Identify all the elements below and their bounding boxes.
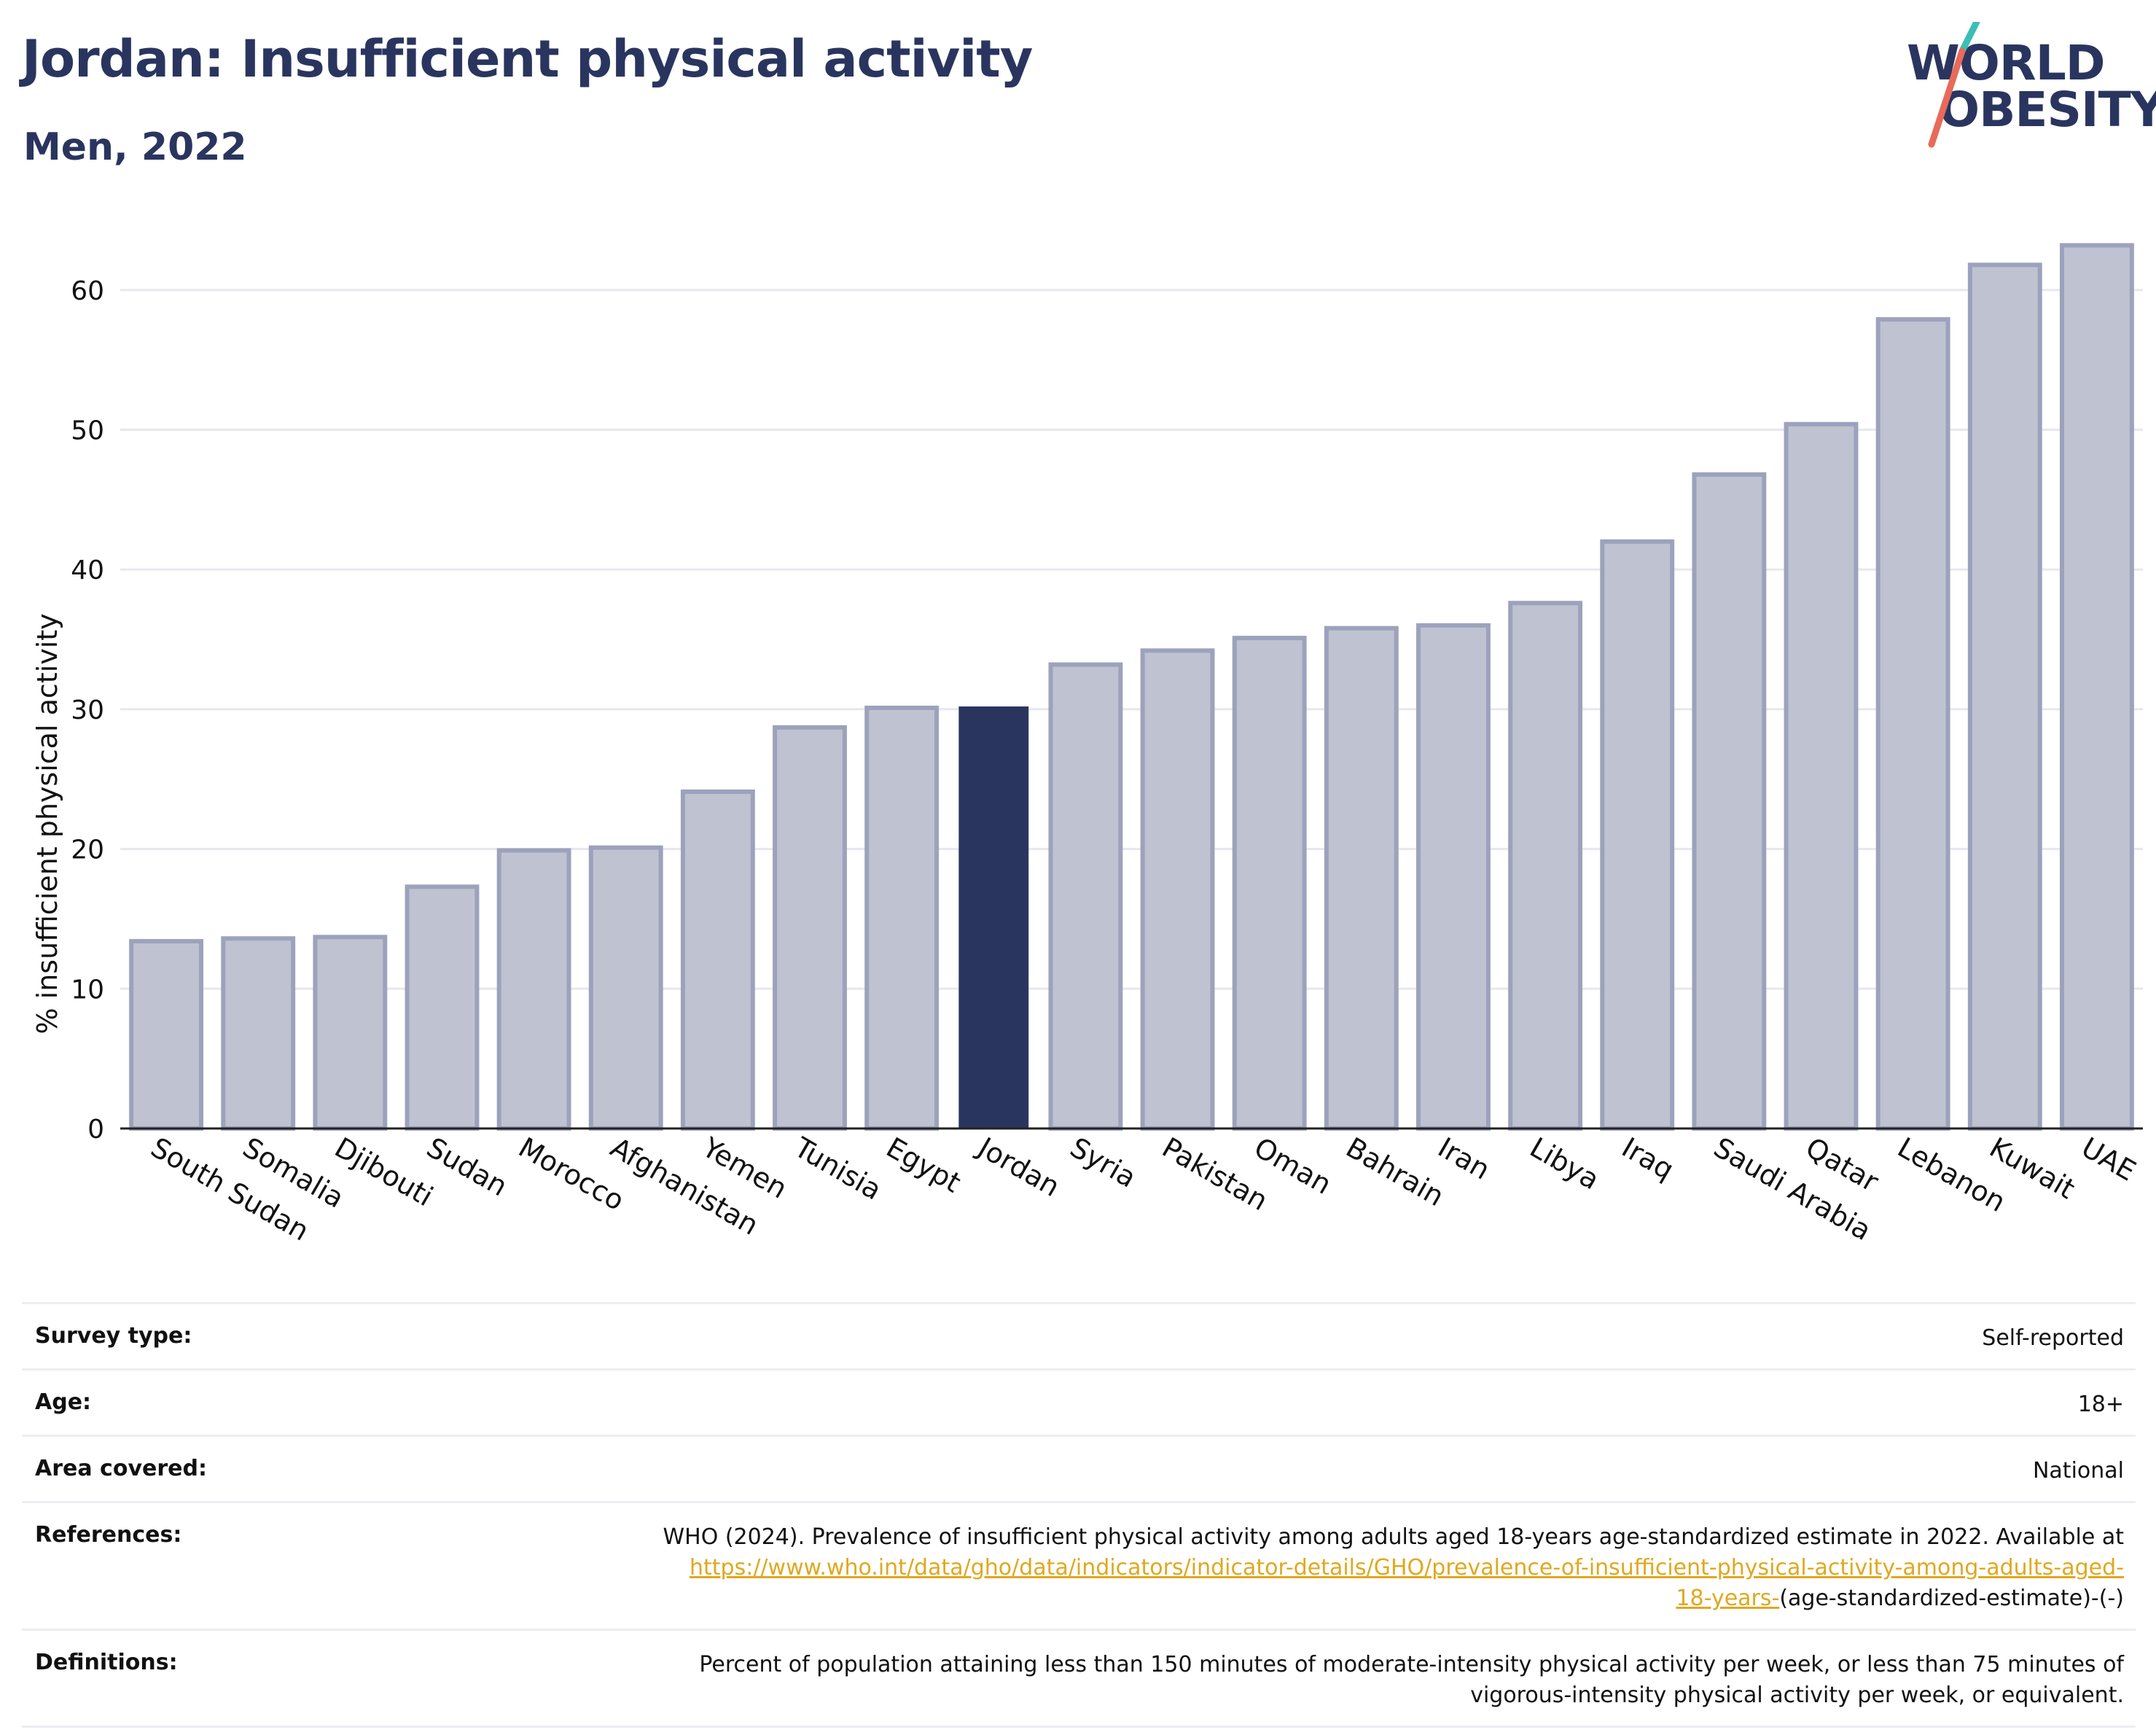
- info-table: Survey type: Self-reported Age: 18+ Area…: [22, 1302, 2136, 1728]
- logo-text-line2: OBESITY: [1939, 82, 2156, 138]
- bar-iran: [1416, 623, 1491, 1131]
- y-tick-label: 0: [87, 1115, 104, 1145]
- world-obesity-logo: WORLD OBESITY: [1895, 22, 2156, 153]
- x-tick-label: Syria: [1065, 1131, 1141, 1194]
- y-axis-label: % insufficient physical activity: [31, 613, 63, 1034]
- info-row-definitions: Definitions: Percent of population attai…: [22, 1629, 2136, 1728]
- bar-tunisia: [773, 725, 847, 1131]
- info-row-references: References: WHO (2024). Prevalence of in…: [22, 1501, 2136, 1629]
- bar-bahrain: [1324, 625, 1399, 1131]
- info-row-survey-type: Survey type: Self-reported: [22, 1302, 2136, 1368]
- bar-lebanon: [1875, 317, 1950, 1131]
- definitions-value: Percent of population attaining less tha…: [699, 1650, 2124, 1711]
- references-text: WHO (2024). Prevalence of insufficient p…: [663, 1524, 2124, 1550]
- y-tick-label: 40: [71, 555, 104, 585]
- logo-slash-icon: [1928, 22, 1980, 148]
- x-tick-label: Iran: [1432, 1131, 1495, 1186]
- bar-iraq: [1600, 539, 1675, 1131]
- bar-morocco: [496, 848, 571, 1131]
- area-covered-value: National: [2032, 1458, 2124, 1483]
- bars: [129, 243, 2134, 1131]
- info-row-age: Age: 18+: [22, 1368, 2136, 1435]
- bar-libya: [1508, 601, 1583, 1131]
- bar-pakistan: [1140, 648, 1215, 1131]
- y-tick-label: 50: [71, 416, 104, 446]
- x-tick-label: UAE: [2076, 1131, 2141, 1188]
- references-value: WHO (2024). Prevalence of insufficient p…: [663, 1522, 2124, 1614]
- area-covered-label: Area covered:: [35, 1456, 207, 1481]
- definitions-line1: Percent of population attaining less tha…: [699, 1652, 2124, 1677]
- x-tick-label: Pakistan: [1157, 1131, 1273, 1217]
- bar-jordan: [958, 706, 1029, 1128]
- bar-afghanistan: [588, 845, 663, 1131]
- age-value: 18+: [2077, 1392, 2124, 1417]
- survey-type-value: Self-reported: [1982, 1325, 2124, 1351]
- y-tick-label: 30: [71, 695, 104, 725]
- age-label: Age:: [35, 1389, 92, 1415]
- definitions-line2: vigorous-intensity physical activity per…: [1470, 1683, 2124, 1708]
- x-tick-label: Morocco: [513, 1131, 630, 1217]
- x-tick-label: South Sudan: [146, 1131, 315, 1247]
- x-tick-label: Sudan: [421, 1131, 513, 1203]
- info-row-area: Area covered: National: [22, 1435, 2136, 1501]
- bar-oman: [1232, 636, 1307, 1131]
- bar-qatar: [1784, 421, 1859, 1131]
- bar-sudan: [405, 884, 480, 1131]
- bar-egypt: [864, 706, 940, 1131]
- y-tick-label: 60: [71, 276, 104, 306]
- bar-chart: 0 10 20 30 40 50 60 South Sudan Somalia Djibouti S…: [0, 175, 2156, 1283]
- x-tick-label: Jordan: [972, 1131, 1065, 1204]
- references-link-continued[interactable]: 18-years-: [1676, 1586, 1780, 1611]
- references-link[interactable]: https://www.who.int/data/gho/data/indica…: [690, 1555, 2124, 1580]
- chart-title: Jordan: Insufficient physical activity: [22, 29, 1033, 89]
- references-label: References:: [35, 1522, 182, 1548]
- x-tick-label: Iraq: [1617, 1131, 1679, 1186]
- chart-subtitle: Men, 2022: [23, 125, 247, 169]
- bar-syria: [1048, 662, 1123, 1131]
- bar-yemen: [680, 789, 755, 1131]
- x-tick-label: Bahrain: [1340, 1131, 1449, 1213]
- x-tick-label: Saudi Arabia: [1708, 1131, 1877, 1247]
- bar-somalia: [221, 936, 296, 1131]
- bar-south-sudan: [129, 939, 204, 1131]
- y-tick-label: 20: [71, 835, 104, 865]
- x-tick-label: Libya: [1525, 1131, 1605, 1196]
- bar-uae: [2060, 243, 2134, 1131]
- bar-kuwait: [1967, 262, 2042, 1131]
- references-suffix: (age-standardized-estimate)-(-): [1779, 1586, 2124, 1611]
- y-tick-label: 10: [71, 975, 104, 1005]
- x-tick-label: Egypt: [881, 1131, 966, 1199]
- bar-djibouti: [313, 935, 388, 1131]
- logo-text-line1: WORLD: [1907, 35, 2106, 91]
- x-tick-label: Djibouti: [329, 1131, 439, 1213]
- bar-saudi-arabia: [1692, 472, 1767, 1131]
- x-tick-label: Tunisia: [789, 1131, 887, 1206]
- definitions-label: Definitions:: [35, 1650, 178, 1675]
- survey-type-label: Survey type:: [35, 1323, 192, 1349]
